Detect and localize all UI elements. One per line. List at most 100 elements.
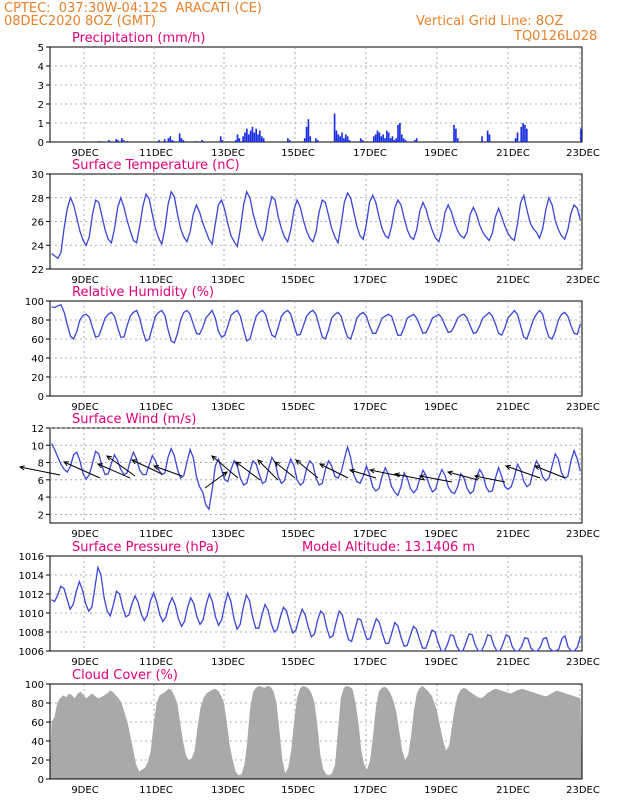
wind-arrow bbox=[505, 465, 541, 479]
rh-xtick-label: 11DEC bbox=[139, 402, 173, 413]
temp-ytick-label: 22 bbox=[31, 265, 44, 276]
precip-bar bbox=[374, 134, 377, 142]
precip-bar bbox=[337, 134, 340, 142]
precip-bar bbox=[203, 141, 205, 142]
pressure-annotation: Model Altitude: 13.1406 m bbox=[302, 540, 475, 555]
wind-arrow bbox=[235, 461, 261, 481]
precip-bar bbox=[126, 141, 129, 142]
precip-bar bbox=[169, 136, 172, 142]
precip-bar bbox=[117, 140, 119, 142]
precip-bar bbox=[238, 138, 241, 142]
wind-arrow bbox=[295, 459, 319, 479]
pressure-xtick-label: 17DEC bbox=[353, 657, 387, 668]
rh-frame bbox=[49, 300, 583, 397]
temp-ytick-label: 30 bbox=[31, 170, 44, 181]
wind-arrow bbox=[211, 455, 239, 479]
precip-bar bbox=[236, 134, 239, 142]
precip-bar bbox=[98, 141, 101, 142]
precip-bar bbox=[122, 140, 125, 142]
precip-bar bbox=[107, 140, 110, 142]
rh-xtick-label: 15DEC bbox=[281, 402, 315, 413]
precip-bar bbox=[249, 130, 252, 142]
precip-bar bbox=[395, 138, 397, 142]
temp-xtick-label: 13DEC bbox=[211, 275, 245, 286]
precip-bar bbox=[481, 136, 483, 142]
precip-bar bbox=[316, 140, 319, 142]
precip-bar bbox=[344, 134, 347, 142]
precip-bar bbox=[180, 138, 183, 142]
cloud-xtick-label: 21DEC bbox=[496, 785, 530, 796]
precip-bar bbox=[400, 134, 403, 142]
wind-arrow bbox=[97, 463, 131, 479]
cloud-ytick-label: 80 bbox=[31, 699, 44, 710]
precip-ytick-label: 4 bbox=[38, 62, 44, 73]
header-grid-line: Vertical Grid Line: 8OZ bbox=[416, 14, 564, 29]
wind-ytick-label: 6 bbox=[38, 476, 44, 487]
temp-xtick-label: 9DEC bbox=[71, 275, 98, 286]
precip-ytick-label: 1 bbox=[38, 119, 44, 130]
pressure-frame bbox=[49, 555, 583, 652]
precip-bar bbox=[158, 140, 160, 142]
cloud-ytick-label: 60 bbox=[31, 718, 44, 729]
precip-bar bbox=[387, 132, 390, 142]
precip-bar bbox=[346, 136, 349, 142]
rh-ytick-label: 0 bbox=[38, 392, 44, 403]
precip-bar bbox=[399, 123, 401, 142]
precip-bar bbox=[359, 138, 362, 142]
wind-arrow bbox=[534, 465, 566, 479]
pressure-line bbox=[51, 564, 582, 652]
wind-arrow bbox=[474, 475, 506, 483]
precip-bar bbox=[247, 134, 250, 142]
precip-bar bbox=[414, 140, 416, 142]
precip-ytick-label: 5 bbox=[38, 43, 44, 54]
precip-bar bbox=[260, 136, 263, 142]
pressure-title: Surface Pressure (hPa) bbox=[72, 540, 219, 555]
precip-bar bbox=[259, 130, 261, 142]
wind-xtick-label: 19DEC bbox=[424, 529, 458, 540]
precip-bar bbox=[456, 138, 459, 142]
precip-bar bbox=[262, 138, 265, 142]
precip-bar bbox=[343, 138, 345, 142]
wind-ytick-label: 12 bbox=[31, 424, 44, 435]
wind-arrow bbox=[274, 461, 296, 479]
pressure-ytick-label: 1008 bbox=[19, 628, 44, 639]
cloud-xtick-label: 15DEC bbox=[281, 785, 315, 796]
precip-bar bbox=[163, 139, 166, 142]
temp-xtick-label: 21DEC bbox=[496, 275, 530, 286]
wind-arrow bbox=[106, 455, 136, 477]
precip-bar bbox=[522, 123, 524, 142]
precip-bar bbox=[171, 140, 173, 142]
wind-xtick-label: 23DEC bbox=[566, 529, 600, 540]
precip-bar bbox=[361, 140, 364, 142]
precip-bar bbox=[453, 124, 455, 142]
precip-bar bbox=[378, 132, 381, 142]
precip-bar bbox=[488, 134, 491, 142]
header-station: CPTEC: 037:30W-04:12S ARACATI (CE) bbox=[4, 1, 262, 16]
cloud-ytick-label: 0 bbox=[38, 775, 44, 786]
wind-arrow-head bbox=[274, 461, 281, 467]
wind-arrow bbox=[131, 459, 163, 475]
precip-bar bbox=[455, 128, 457, 142]
precip-bar bbox=[380, 136, 383, 142]
wind-arrow bbox=[369, 469, 401, 477]
cloud-cover-area bbox=[50, 685, 582, 779]
rh-ytick-label: 60 bbox=[31, 335, 44, 346]
precip-bar bbox=[253, 132, 256, 142]
temp-ytick-label: 24 bbox=[31, 241, 44, 252]
wind-ytick-label: 8 bbox=[38, 459, 44, 470]
precip-bar bbox=[309, 136, 312, 142]
precip-bar bbox=[305, 126, 308, 142]
cloud-xtick-label: 13DEC bbox=[211, 785, 245, 796]
precip-bar bbox=[402, 138, 405, 142]
pressure-ytick-label: 1014 bbox=[19, 571, 44, 582]
precip-bar bbox=[242, 136, 244, 142]
cloud-ytick-label: 100 bbox=[25, 680, 44, 691]
temp-xtick-label: 17DEC bbox=[353, 275, 387, 286]
precip-xtick-label: 19DEC bbox=[424, 148, 458, 159]
precip-ytick-label: 0 bbox=[38, 138, 44, 149]
wind-arrow-head bbox=[418, 474, 425, 480]
precip-bar bbox=[303, 138, 306, 142]
precip-bar bbox=[221, 140, 224, 142]
wind-xtick-label: 9DEC bbox=[71, 529, 98, 540]
